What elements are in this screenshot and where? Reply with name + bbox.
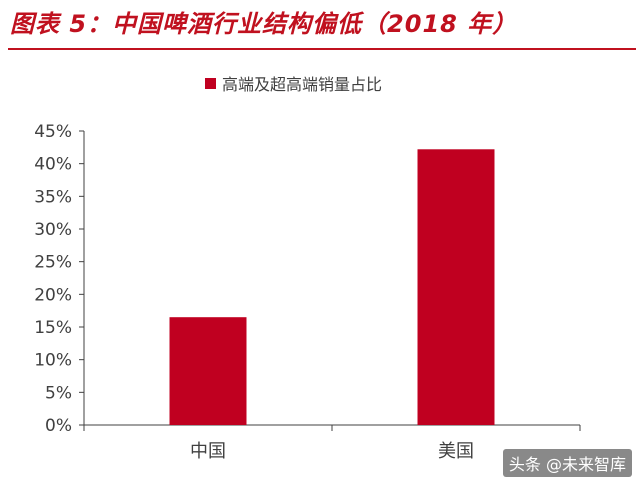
bar (417, 149, 495, 425)
title-divider (8, 48, 636, 50)
legend: 高端及超高端销量占比 (205, 72, 382, 94)
y-tick-label: 35% (34, 187, 72, 207)
y-tick-label: 15% (34, 318, 72, 338)
y-tick-label: 40% (34, 155, 72, 175)
y-tick-label: 25% (34, 253, 72, 273)
legend-swatch (205, 77, 216, 89)
y-tick-label: 10% (34, 351, 72, 371)
y-tick-label: 20% (34, 285, 72, 305)
watermark: 头条 @未来智库 (502, 449, 632, 477)
chart-title: 图表 5：中国啤酒行业结构偏低（2018 年） (10, 10, 518, 38)
y-tick-label: 5% (45, 383, 72, 403)
legend-label: 高端及超高端销量占比 (222, 75, 383, 94)
x-tick-label: 美国 (438, 441, 474, 462)
y-tick-label: 45% (34, 122, 72, 142)
bar (169, 317, 247, 425)
y-tick-label: 0% (45, 416, 72, 436)
x-tick-label: 中国 (190, 441, 226, 462)
y-tick-label: 30% (34, 220, 72, 240)
